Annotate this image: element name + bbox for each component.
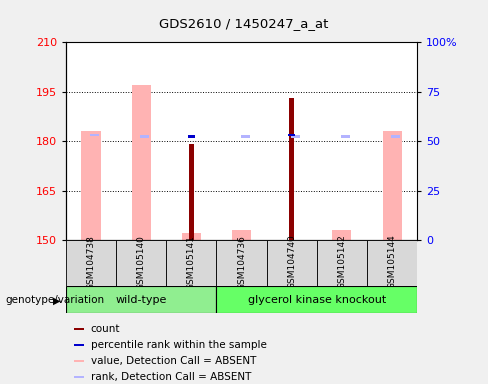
Bar <box>232 230 251 240</box>
Text: count: count <box>91 324 120 334</box>
Bar <box>383 131 402 240</box>
FancyBboxPatch shape <box>317 240 367 286</box>
Bar <box>189 144 194 240</box>
FancyBboxPatch shape <box>367 240 417 286</box>
Text: GDS2610 / 1450247_a_at: GDS2610 / 1450247_a_at <box>159 17 329 30</box>
Text: GSM104740: GSM104740 <box>287 235 296 290</box>
Bar <box>241 135 249 138</box>
Bar <box>288 134 295 136</box>
Bar <box>289 98 294 240</box>
FancyBboxPatch shape <box>217 240 266 286</box>
Text: GSM104738: GSM104738 <box>86 235 96 290</box>
Bar <box>332 230 351 240</box>
Bar <box>291 135 300 138</box>
Bar <box>74 328 84 330</box>
Text: rank, Detection Call = ABSENT: rank, Detection Call = ABSENT <box>91 372 251 382</box>
Bar <box>74 344 84 346</box>
Text: GSM105142: GSM105142 <box>337 235 346 290</box>
Text: GSM105140: GSM105140 <box>137 235 146 290</box>
Bar <box>140 135 149 138</box>
Bar <box>182 233 201 240</box>
FancyBboxPatch shape <box>116 240 166 286</box>
FancyBboxPatch shape <box>217 286 417 313</box>
FancyBboxPatch shape <box>66 240 116 286</box>
Bar <box>90 134 99 136</box>
Text: glycerol kinase knockout: glycerol kinase knockout <box>248 295 386 305</box>
Text: genotype/variation: genotype/variation <box>5 295 104 305</box>
Text: GSM105144: GSM105144 <box>387 235 397 290</box>
Text: percentile rank within the sample: percentile rank within the sample <box>91 340 266 350</box>
FancyBboxPatch shape <box>66 286 217 313</box>
Text: GSM104736: GSM104736 <box>237 235 246 290</box>
Text: GSM105141: GSM105141 <box>187 235 196 290</box>
Text: value, Detection Call = ABSENT: value, Detection Call = ABSENT <box>91 356 256 366</box>
Bar <box>74 360 84 362</box>
FancyBboxPatch shape <box>266 240 317 286</box>
Bar <box>391 135 400 138</box>
Bar <box>81 131 101 240</box>
Text: wild-type: wild-type <box>116 295 167 305</box>
Text: ▶: ▶ <box>53 295 60 305</box>
Bar <box>74 376 84 379</box>
FancyBboxPatch shape <box>166 240 217 286</box>
Bar <box>132 85 151 240</box>
Bar <box>188 135 195 138</box>
Bar <box>341 135 350 138</box>
